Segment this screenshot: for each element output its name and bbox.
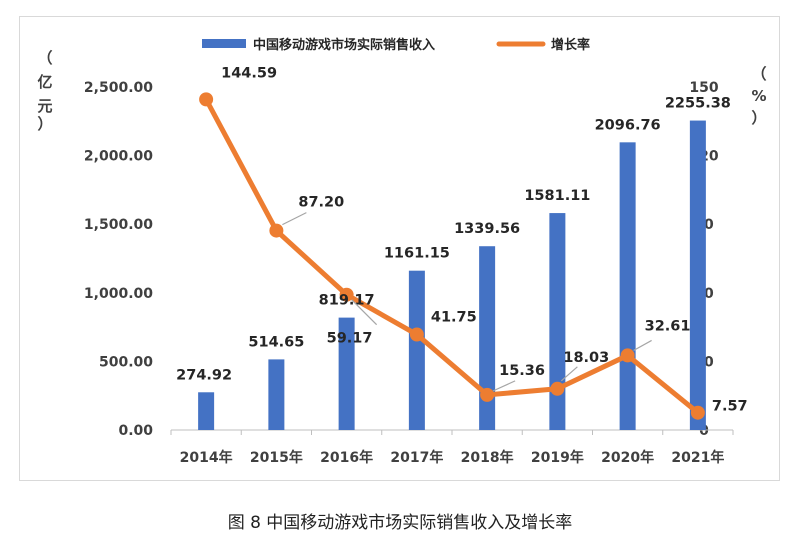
line-point xyxy=(620,348,635,363)
bar xyxy=(268,359,285,430)
bar-value-label: 2096.76 xyxy=(595,117,661,133)
bar-value-label: 1581.11 xyxy=(524,188,590,204)
bar xyxy=(549,213,566,430)
growth-line xyxy=(203,96,701,416)
line-label-leader xyxy=(560,366,578,382)
y-right-tick-label: 150 xyxy=(689,80,718,96)
legend-label-line: 增长率 xyxy=(551,37,590,53)
line-point xyxy=(550,381,565,396)
y-right-unit-char: （ xyxy=(751,65,766,83)
x-tick-label: 2015年 xyxy=(250,449,303,466)
bar-value-label: 1161.15 xyxy=(384,246,450,262)
bar xyxy=(338,317,355,430)
line-value-label: 18.03 xyxy=(563,350,609,366)
y-right-tick-label: 0 xyxy=(699,423,709,439)
y-right-unit-char: % xyxy=(751,87,766,105)
y-left-tick-label: 1,500.00 xyxy=(84,217,153,233)
line-point xyxy=(199,92,214,107)
y-left-unit-char: （ xyxy=(37,49,52,67)
x-tick-label: 2021年 xyxy=(671,449,724,466)
bar-value-label: 274.92 xyxy=(176,367,232,383)
x-tick-label: 2020年 xyxy=(601,449,654,466)
x-tick-label: 2017年 xyxy=(390,449,443,466)
x-tick-label: 2016年 xyxy=(320,449,373,466)
line-point xyxy=(269,223,284,238)
y-left-tick-label: 1,000.00 xyxy=(84,286,153,302)
bar xyxy=(408,270,425,430)
bar-value-label: 514.65 xyxy=(248,334,304,350)
y-left-unit-char: ） xyxy=(37,115,52,133)
bar xyxy=(198,392,215,430)
figure-caption: 图 8 中国移动游戏市场实际销售收入及增长率 xyxy=(227,513,573,533)
line-value-label: 144.59 xyxy=(221,65,277,81)
bar xyxy=(479,246,496,430)
line-label-leader xyxy=(282,212,307,226)
line-label-leader xyxy=(633,339,652,351)
chart-svg: 中国移动游戏市场实际销售收入 增长率（亿元）（%）0.00500.001,000.… xyxy=(37,37,766,466)
y-left-tick-label: 500.00 xyxy=(99,354,153,370)
line-point xyxy=(690,405,705,420)
y-left-tick-label: 0.00 xyxy=(118,423,153,439)
line-value-label: 32.61 xyxy=(645,318,691,334)
line-point xyxy=(339,287,354,302)
line-point xyxy=(480,387,495,402)
bar-value-label: 2255.38 xyxy=(665,96,731,112)
bar xyxy=(689,120,706,431)
y-left-unit-char: 元 xyxy=(37,97,52,115)
legend-label-bar: 中国移动游戏市场实际销售收入 xyxy=(253,37,435,53)
y-left-tick-label: 2,000.00 xyxy=(84,149,153,165)
line-label-leader xyxy=(492,380,516,392)
x-tick-label: 2019年 xyxy=(531,449,584,466)
line-value-label: 15.36 xyxy=(499,363,545,379)
bar-value-label: 1339.56 xyxy=(454,221,520,237)
line-label-leader xyxy=(351,299,378,326)
bar-value-label: 819.17 xyxy=(319,293,375,309)
line-value-label: 59.17 xyxy=(327,331,373,347)
bar xyxy=(619,142,636,430)
line-point xyxy=(409,327,424,342)
y-left-unit-char: 亿 xyxy=(37,73,52,91)
line-value-label: 41.75 xyxy=(431,310,477,326)
line-value-label: 7.57 xyxy=(712,399,748,415)
y-right-unit-char: ） xyxy=(751,109,766,127)
x-tick-label: 2014年 xyxy=(180,449,233,466)
chart-frame: 中国移动游戏市场实际销售收入 增长率（亿元）（%） 0.00 500.00 1,000.… xyxy=(19,16,780,481)
y-left-tick-label: 2,500.00 xyxy=(84,80,153,96)
legend-swatch-bar xyxy=(202,39,246,48)
x-tick-label: 2018年 xyxy=(461,449,514,466)
line-value-label: 87.20 xyxy=(298,195,344,211)
